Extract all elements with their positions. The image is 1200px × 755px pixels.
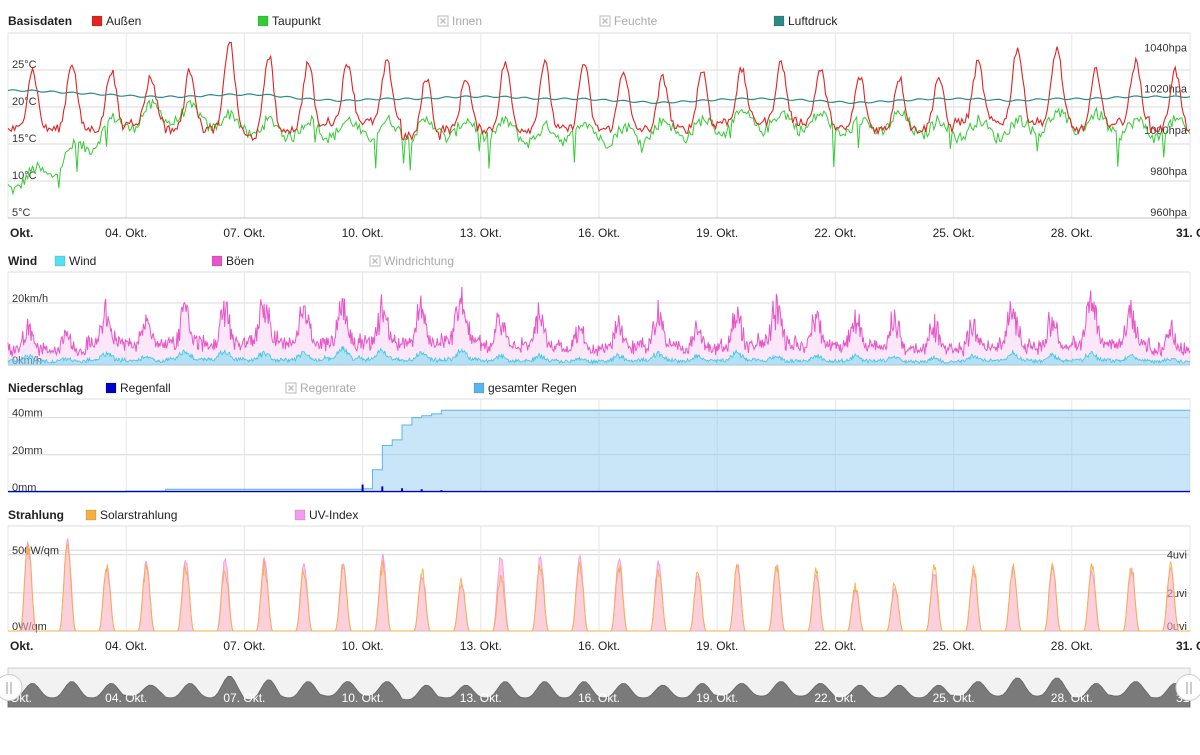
x-tick-label: 13. Okt. [460, 226, 502, 240]
x-tick-label: 16. Okt. [578, 639, 620, 653]
series-taupunkt-line [7, 98, 1191, 196]
panel-title-rain: Niederschlag [8, 381, 83, 395]
navigator-tick-label: 04. Okt. [105, 691, 147, 705]
x-tick-label: 31. Okt. [1176, 639, 1200, 653]
panel-title-basis: Basisdaten [8, 14, 72, 28]
legend-swatch[interactable] [85, 509, 97, 521]
series-wind-area [8, 345, 1190, 365]
legend-checkbox-icon[interactable] [599, 15, 611, 27]
y-tick-label: 20°C [12, 96, 37, 108]
x-tick-label: 13. Okt. [460, 639, 502, 653]
x-tick-label: 10. Okt. [342, 639, 384, 653]
navigator-tick-label: 25. Okt. [933, 691, 975, 705]
legend-item[interactable]: gesamter Regen [488, 381, 577, 395]
legend-item[interactable]: Regenfall [120, 381, 171, 395]
y-right-tick-label: 1040hpa [1144, 43, 1188, 55]
y-tick-label: 15°C [12, 133, 37, 145]
y-right-tick-label: 1000hpa [1144, 125, 1188, 137]
navigator-series [7, 675, 1191, 708]
y-right-tick-label: 980hpa [1150, 166, 1188, 178]
x-tick-label: 31. Okt. [1176, 226, 1200, 240]
series-luftdruck-line [7, 89, 1191, 105]
legend-checkbox-icon[interactable] [285, 382, 297, 394]
y-tick-label: 5°C [12, 207, 31, 219]
series-gesamter-regen-area [8, 410, 1190, 492]
x-tick-label: 19. Okt. [696, 226, 738, 240]
legend-checkbox-icon[interactable] [369, 255, 381, 267]
series-gesamter-regen-line [8, 409, 1190, 493]
x-tick-label: 28. Okt. [1051, 639, 1093, 653]
x-tick-label: 25. Okt. [933, 226, 975, 240]
legend-swatch[interactable] [294, 509, 306, 521]
regenfall-bar [381, 486, 384, 492]
navigator-handle-right[interactable] [1175, 674, 1200, 701]
x-tick-label: Okt. [10, 226, 33, 240]
x-tick-label: 22. Okt. [814, 639, 856, 653]
legend-item[interactable]: Feuchte [614, 14, 658, 28]
series-wind-line [7, 345, 1190, 365]
x-tick-label: 25. Okt. [933, 639, 975, 653]
series-aussen-line [7, 41, 1191, 142]
navigator-handle-left[interactable] [0, 674, 23, 701]
x-tick-label: 10. Okt. [342, 226, 384, 240]
x-tick-label: 07. Okt. [223, 226, 265, 240]
legend-checkbox-icon[interactable] [437, 15, 449, 27]
legend-swatch[interactable] [257, 15, 269, 27]
legend-swatch[interactable] [473, 382, 485, 394]
legend-item[interactable]: UV-Index [309, 508, 358, 522]
y-tick-label: 500W/qm [12, 545, 59, 557]
legend-swatch[interactable] [211, 255, 223, 267]
y-right-tick-label: 1020hpa [1144, 84, 1188, 96]
panel-title-solar: Strahlung [8, 508, 64, 522]
y-tick-label: 40mm [12, 408, 43, 420]
navigator-tick-label: 22. Okt. [814, 691, 856, 705]
navigator-tick-label: 10. Okt. [342, 691, 384, 705]
x-tick-label: 19. Okt. [696, 639, 738, 653]
panel-title-wind: Wind [8, 254, 37, 268]
legend-item[interactable]: Solarstrahlung [100, 508, 177, 522]
series-solarstrahlung-line [8, 543, 1190, 632]
legend-item[interactable]: Taupunkt [272, 14, 321, 28]
legend-item[interactable]: Wind [69, 254, 96, 268]
y-right-tick-label: 960hpa [1150, 207, 1188, 219]
y-tick-label: 20mm [12, 445, 43, 457]
y-tick-label: 25°C [12, 59, 37, 71]
x-tick-label: 04. Okt. [105, 226, 147, 240]
x-tick-label: Okt. [10, 639, 33, 653]
legend-item[interactable]: Regenrate [300, 381, 356, 395]
legend-item[interactable]: Innen [452, 14, 482, 28]
legend-item[interactable]: Luftdruck [788, 14, 838, 28]
series-uv-index-area [8, 538, 1190, 631]
legend-item[interactable]: Außen [106, 14, 141, 28]
y-tick-label: 10°C [12, 170, 37, 182]
legend-swatch[interactable] [773, 15, 785, 27]
navigator-tick-label: 19. Okt. [696, 691, 738, 705]
x-tick-label: 28. Okt. [1051, 226, 1093, 240]
series-boeen-line [7, 286, 1191, 358]
y-right-tick-label: 4uvi [1167, 550, 1187, 562]
regenfall-bar [401, 488, 403, 492]
y-tick-label: 20km/h [12, 293, 48, 305]
x-tick-label: 07. Okt. [223, 639, 265, 653]
navigator-tick-label: 07. Okt. [223, 691, 265, 705]
x-tick-label: 04. Okt. [105, 639, 147, 653]
legend-swatch[interactable] [91, 15, 103, 27]
x-tick-label: 16. Okt. [578, 226, 620, 240]
legend-swatch[interactable] [105, 382, 117, 394]
legend-swatch[interactable] [54, 255, 66, 267]
x-tick-label: 22. Okt. [814, 226, 856, 240]
navigator-tick-label: 16. Okt. [578, 691, 620, 705]
navigator-tick-label: 13. Okt. [460, 691, 502, 705]
navigator-tick-label: 28. Okt. [1051, 691, 1093, 705]
legend-item[interactable]: Windrichtung [384, 254, 454, 268]
regenfall-bar [420, 489, 423, 492]
regenfall-bar [361, 484, 364, 492]
y-tick-label: 0km/h [12, 355, 42, 367]
legend-item[interactable]: Böen [226, 254, 254, 268]
